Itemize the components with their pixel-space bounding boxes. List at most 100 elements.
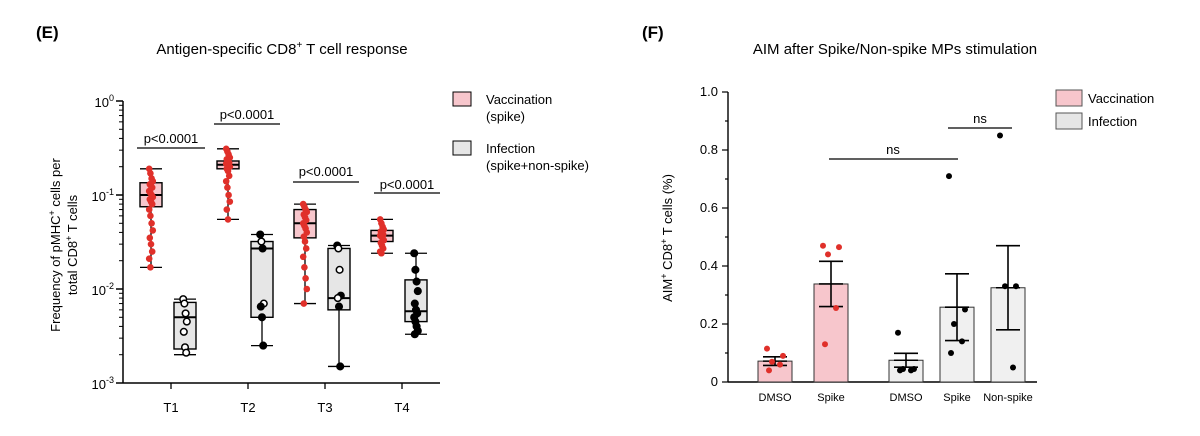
panel-f-bar-4-point — [951, 321, 957, 327]
panel-f-bar-4-point — [948, 350, 954, 356]
panel-e-ytick-3-base: 10 — [92, 377, 106, 392]
panel-e-inf-t3-point — [335, 265, 344, 274]
panel-f-bar-2-point — [833, 305, 839, 312]
panel-e-ylabel-line1: Frequency of pMHC+ cells per — [47, 158, 63, 332]
panel-f-bar-4-point — [962, 306, 968, 313]
panel-e-ylabel-line2: total CD8+ T cells — [64, 194, 80, 295]
panel-f-legend-infection: Infection — [1088, 114, 1137, 129]
panel-f-ylabel: AIM+ CD8+ T cells (%) — [659, 174, 675, 302]
panel-f-bar-1-point — [764, 345, 770, 352]
panel-f-bar-5-point — [1010, 364, 1016, 371]
panel-e-vacc-t1-point — [147, 212, 154, 220]
panel-e-ylabel-l1sup: + — [47, 210, 57, 215]
panel-e-vacc-t2-point — [225, 172, 233, 180]
panel-e-vacc-t1-point — [148, 248, 156, 255]
panel-e-ylabel-l2sup: + — [64, 236, 74, 241]
panel-e-xtick-t4: T4 — [394, 400, 409, 415]
panel-e-inf-t2-point — [256, 302, 265, 311]
panel-f-ylabel-a: AIM — [660, 279, 675, 302]
panel-e-title: Antigen-specific CD8+ T cell response — [156, 40, 407, 58]
panel-e-marks — [139, 145, 428, 371]
panel-f-label: (F) — [642, 23, 664, 42]
panel-e-legend-swatch-infection — [452, 140, 472, 156]
panel-e-vacc-t3-point — [301, 238, 309, 245]
panel-e-significance: p<0.0001 p<0.0001 p<0.0001 p<0.0001 — [137, 107, 440, 194]
panel-e-vacc-t1-point — [145, 206, 153, 213]
panel-e-title-tail: T cell response — [302, 41, 407, 58]
panel-f-ytick-4: 0.8 — [700, 142, 718, 157]
panel-e-legend: Vaccination (spike) Infection (spike+non… — [452, 91, 589, 173]
panel-e-vacc-t2-point — [222, 177, 230, 185]
panel-e-vacc-t1-point — [146, 234, 154, 242]
panel-f-ylabel-sup: + — [659, 274, 669, 279]
panel-e-inf-t3-point — [334, 302, 344, 311]
panel-f-bar-1-point — [766, 367, 772, 374]
panel-e-inf-t2-point — [257, 313, 267, 322]
panel-f-ylabel-sup2: + — [659, 239, 669, 244]
panel-f-xtick-dmso-inf: DMSO — [890, 392, 923, 404]
panel-e-vacc-t1-point — [148, 200, 156, 208]
panel-e-inf-t1-box — [173, 301, 197, 350]
panel-f-xtick-spike-inf: Spike — [943, 392, 971, 404]
panel-e-inf-t3-point — [336, 362, 345, 371]
panel-e-ylabel-l2a: total CD8 — [65, 241, 80, 295]
panel-e-legend-vaccination-l1: Vaccination — [486, 92, 552, 107]
panel-e-vacc-t1-point — [149, 227, 157, 234]
panel-f-legend-swatch-infection — [1055, 112, 1083, 130]
panel-e-yticks: 100 10-1 10-2 10-3 — [92, 93, 114, 392]
panel-e-legend-vaccination-l2: (spike) — [486, 109, 525, 124]
panel-f-legend-swatch-vaccination — [1055, 89, 1083, 107]
panel-e-sig-label-t3: p<0.0001 — [299, 164, 354, 179]
panel-f-legend-vaccination: Vaccination — [1088, 91, 1154, 106]
panel-f-bar-4-point — [959, 338, 965, 345]
panel-f-ytick-0: 0 — [711, 374, 718, 389]
panel-e-inf-t4-point — [411, 265, 420, 274]
panel-f-bar-2-point — [836, 244, 842, 251]
panel-f-ytick-2: 0.4 — [700, 258, 718, 273]
panel-e-inf-t2-point — [259, 341, 268, 350]
panel-e-inf-t4-point — [413, 287, 422, 296]
panel-e-vacc-t2-point — [226, 198, 234, 205]
panel-e-vacc-t2-point — [224, 216, 232, 223]
panel-e-inf-t3-point — [334, 244, 343, 253]
panel-e-ytick-2-base: 10 — [92, 283, 106, 298]
panel-e-xtick-t3: T3 — [317, 400, 332, 415]
panel-e-inf-t2-point — [258, 244, 267, 253]
panel-e-xtick-t2: T2 — [240, 400, 255, 415]
panel-e-inf-t4-point — [410, 299, 419, 308]
panel-e-vacc-t1-point — [147, 240, 155, 248]
panel-f-xtick-dmso-vacc: DMSO — [759, 392, 792, 404]
panel-e-ylabel-l1b: cells per — [48, 158, 63, 211]
panel-e-inf-t1-point — [180, 299, 189, 308]
panel-e-ytick-0-base: 10 — [95, 95, 109, 110]
panel-e-xticks: T1 T2 T3 T4 — [163, 400, 409, 415]
panel-e-inf-t1-point — [179, 327, 188, 336]
panel-f-bar-1-point — [780, 352, 786, 359]
panel-f-bar-3-point — [895, 329, 901, 336]
panel-e-ytick-0-exp: 0 — [109, 93, 114, 103]
panel-e-inf-t1-point — [182, 348, 191, 357]
panel-e-vacc-t1-point — [145, 255, 153, 263]
panel-e-sig-label-t1: p<0.0001 — [144, 131, 199, 146]
panel-e-vacc-t2-point — [224, 184, 231, 191]
panel-f-bar-5-point — [997, 132, 1003, 139]
panel-e-ylabel-l1a: Frequency of pMHC — [48, 215, 63, 331]
panel-e-vacc-t3-point — [301, 264, 308, 271]
panel-f-xtick-spike-vacc: Spike — [817, 392, 845, 404]
panel-e-xtick-t1: T1 — [163, 400, 178, 415]
panel-e-vacc-t3-point — [302, 245, 310, 252]
panel-e-axes — [116, 100, 440, 389]
panel-f-bar-5-point — [1013, 283, 1019, 290]
panel-f-bar-2-point — [822, 341, 828, 348]
panel-e-ytick-2: 10-2 — [92, 281, 114, 298]
panel-f-axes — [722, 91, 1037, 383]
panel-e-inf-t4-point — [412, 277, 421, 286]
panel-e-inf-t1-point — [182, 317, 191, 326]
panel-e-vacc-t4-point — [378, 249, 385, 257]
panel-e-inf-t3-point — [333, 294, 342, 303]
panel-f-yticks: 0 0.2 0.4 0.6 0.8 1.0 — [700, 84, 718, 389]
panel-e-ytick-1-exp: -1 — [106, 187, 114, 197]
panel-e-vacc-t3-point — [303, 285, 311, 293]
panel-f-sig-label-1: ns — [886, 142, 900, 157]
